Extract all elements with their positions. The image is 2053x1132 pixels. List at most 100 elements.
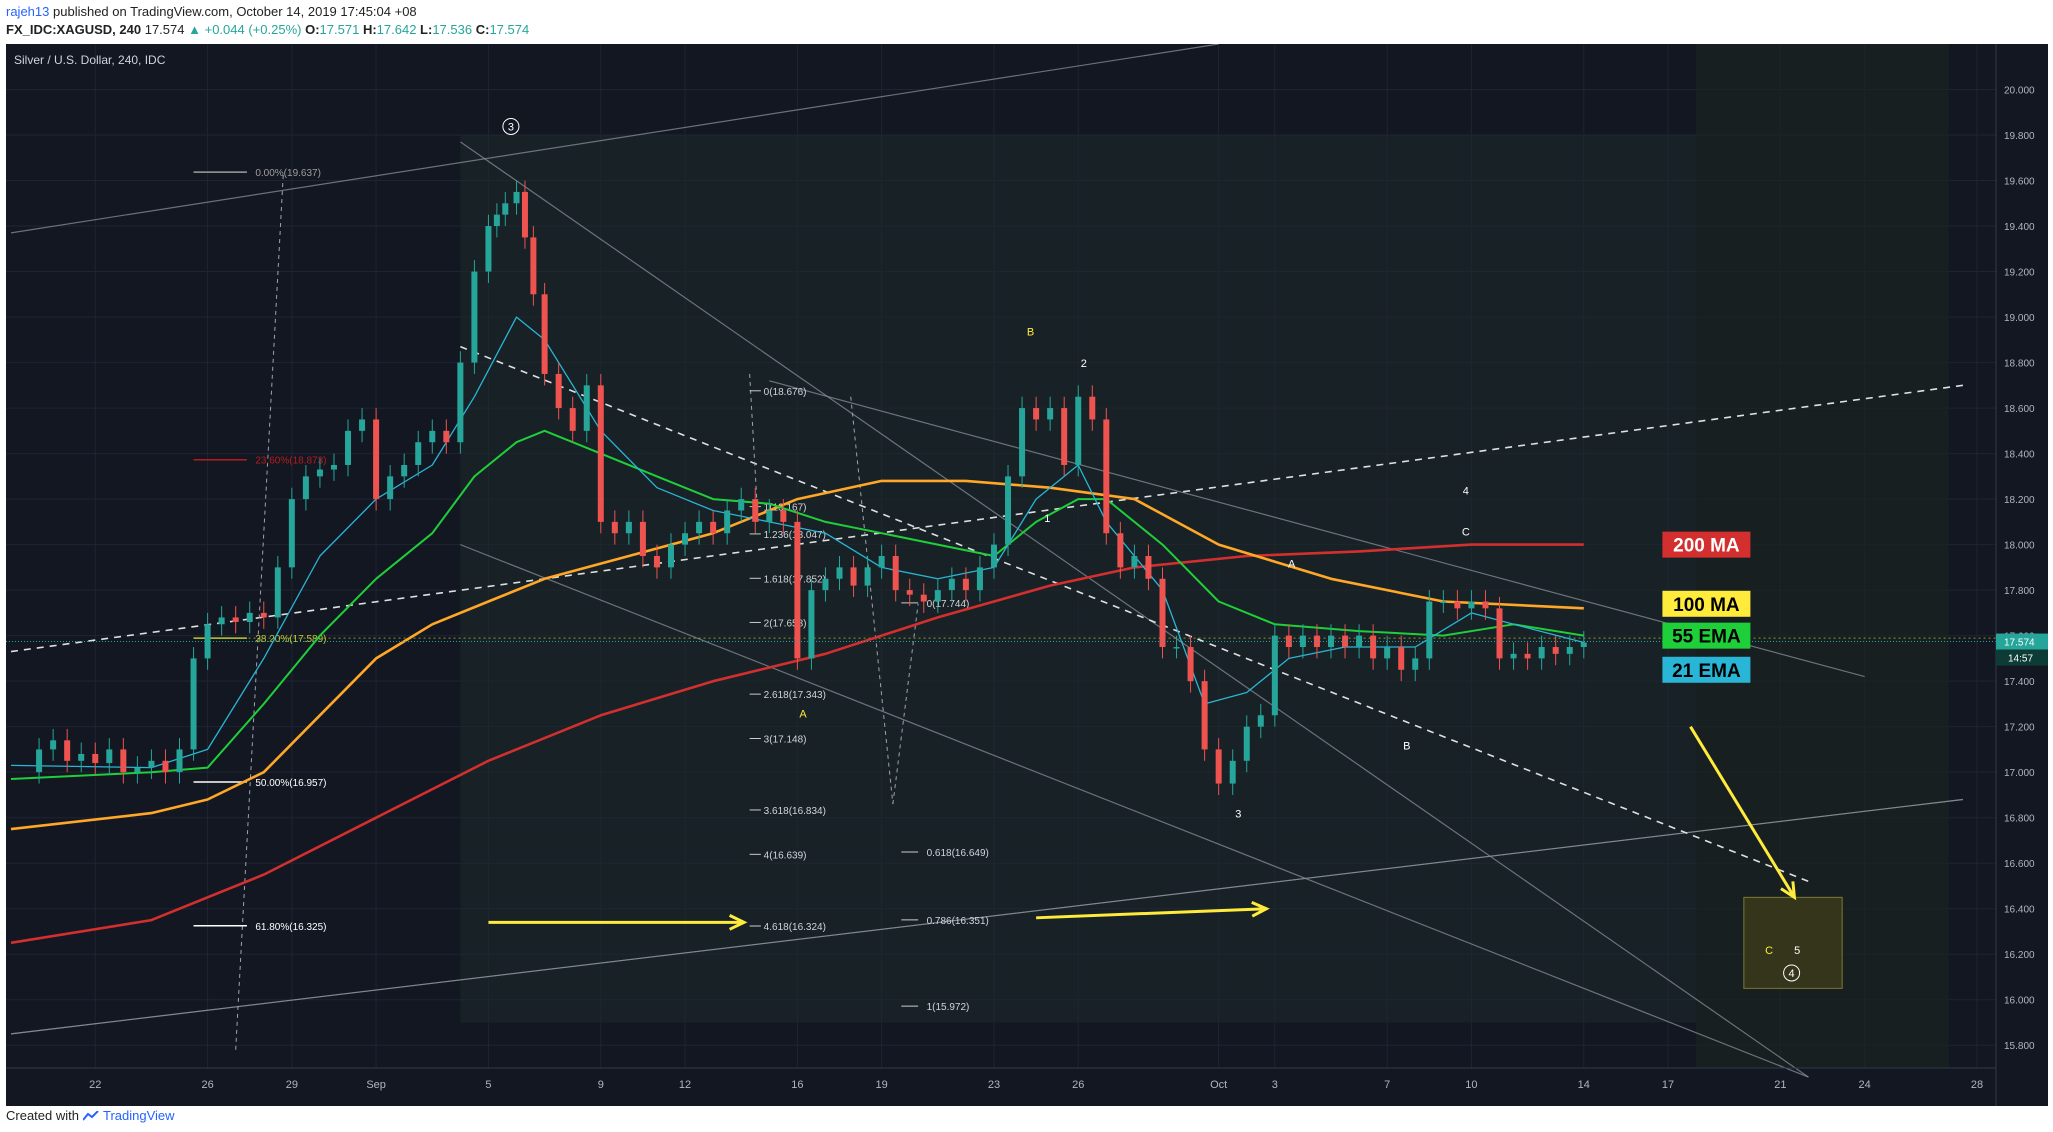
price-tick-label: 19.000 <box>2004 313 2035 324</box>
yellow-arrow <box>1036 907 1267 920</box>
ma-legend-label: 55 EMA <box>1672 627 1741 648</box>
time-tick-label: 7 <box>1384 1079 1390 1091</box>
candle-body <box>1510 653 1517 659</box>
candle-body <box>1117 533 1124 568</box>
candle-body <box>541 294 548 374</box>
fib-ext-label: 2(17.658) <box>764 618 807 629</box>
candle-body <box>485 226 492 272</box>
wave-label: 2 <box>1081 358 1087 370</box>
ma-legend-label: 21 EMA <box>1672 661 1741 682</box>
candle-body <box>1482 601 1489 609</box>
candle-body <box>359 419 366 431</box>
candle-body <box>387 476 394 500</box>
candle-body <box>345 430 352 465</box>
candle-body <box>190 658 197 750</box>
candle-body <box>260 612 267 618</box>
up-triangle-icon: ▲ <box>188 22 201 37</box>
candle-body <box>611 521 618 534</box>
publisher-name[interactable]: rajeh13 <box>6 4 50 19</box>
fib-connector <box>235 171 284 1050</box>
time-tick-label: 29 <box>286 1079 298 1091</box>
candle-body <box>218 617 225 625</box>
candle-body <box>401 464 408 477</box>
wave-label: A <box>799 709 807 721</box>
candle-body <box>1019 408 1026 477</box>
candle-body <box>274 567 281 618</box>
candle-body <box>1454 601 1461 609</box>
wave-label: 1 <box>1044 513 1050 525</box>
time-tick-label: 22 <box>89 1079 101 1091</box>
candle-body <box>471 271 478 363</box>
price-chart[interactable]: 0.00%(19.637) 23.60%(18.873) 38.20%(17.589… <box>6 44 2048 1106</box>
price-tick-label: 15.800 <box>2004 1041 2035 1052</box>
candle-body <box>864 567 871 586</box>
candle-body <box>639 521 646 556</box>
wave-label: 3 <box>1235 809 1241 821</box>
price-axis-background <box>1996 44 2048 1106</box>
candle-body <box>50 740 57 750</box>
ma-legend-box <box>1662 656 1751 683</box>
price-tick-label: 16.400 <box>2004 905 2035 916</box>
wave-label: 4 <box>1789 968 1795 980</box>
fib-ext-label: 3(17.148) <box>764 734 807 745</box>
tradingview-link[interactable]: TradingView <box>102 1108 175 1123</box>
last-price-tag <box>1996 633 2048 650</box>
fib-ext-label: 1(15.972) <box>927 1002 970 1013</box>
high-label: H: <box>362 22 377 37</box>
fib-level-label: 50.00%(16.957) <box>255 778 326 789</box>
annotations: 200 MA 100 MA 55 EMA 21 EMA 3 B 2 A 1 A 3 4 C B C 5 4 <box>6 117 1996 982</box>
candle-body <box>794 521 801 659</box>
candle-body <box>330 464 337 470</box>
ema21-line <box>10 316 1584 769</box>
ma-legend-box <box>1662 622 1751 649</box>
candle-body <box>625 521 632 534</box>
price-tick-label: 19.600 <box>2004 177 2035 188</box>
open-value: 17.571 <box>319 22 360 37</box>
candle-body <box>92 753 99 764</box>
fib-ext-label: 4(16.639) <box>764 850 807 861</box>
price-tick-label: 18.200 <box>2004 495 2035 506</box>
candle-body <box>1566 647 1573 654</box>
candle-body <box>850 567 857 586</box>
time-tick-label: 24 <box>1858 1079 1870 1091</box>
time-tick-label: 23 <box>988 1079 1000 1091</box>
candle-body <box>878 556 885 568</box>
candle-body <box>738 499 745 511</box>
price-tick-label: 16.600 <box>2004 859 2035 870</box>
candle-body <box>920 594 927 602</box>
open-label: O: <box>305 22 320 37</box>
candle-body <box>780 510 787 522</box>
candle-body <box>1580 642 1587 648</box>
candle-body <box>1201 681 1208 750</box>
price-tick-label: 19.200 <box>2004 268 2035 279</box>
candle-body <box>148 760 155 768</box>
candle-body <box>668 544 674 568</box>
candle-body <box>597 385 604 522</box>
time-axis[interactable]: 22 26 29 Sep 5 9 12 16 19 23 26 Oct 3 7 10 14 17 21 24 28 <box>6 1067 1996 1091</box>
candle-body <box>162 760 169 773</box>
time-tick-label: 26 <box>1072 1079 1084 1091</box>
candle-body <box>429 430 436 443</box>
candle-body <box>934 590 941 602</box>
price-tick-label: 16.800 <box>2004 814 2035 825</box>
candle-body <box>1313 635 1320 648</box>
time-tick-label: Sep <box>366 1079 386 1091</box>
candle-body <box>1187 647 1194 682</box>
candle-body <box>302 476 309 500</box>
candle-body <box>120 749 127 773</box>
candle-body <box>569 408 576 431</box>
time-tick-label: 17 <box>1662 1079 1674 1091</box>
yellow-arrow-head <box>728 914 748 931</box>
time-tick-label: 19 <box>876 1079 888 1091</box>
price-tick-label: 19.800 <box>2004 131 2035 142</box>
candle-body <box>1033 408 1040 420</box>
fib-level-label: 23.60%(18.873) <box>255 456 326 467</box>
candle-body <box>1271 635 1278 716</box>
candle-body <box>1426 601 1433 659</box>
price-axis[interactable]: 20.000 19.800 19.600 19.400 19.200 19.000 18.8… <box>1995 44 2048 1106</box>
fib-ext-label: 3.618(16.834) <box>764 806 826 817</box>
chart-header: rajeh13 published on TradingView.com, Oc… <box>0 0 2053 44</box>
candle-body <box>555 373 562 409</box>
wave-label: 5 <box>1794 945 1800 957</box>
fib-connector <box>749 373 759 522</box>
